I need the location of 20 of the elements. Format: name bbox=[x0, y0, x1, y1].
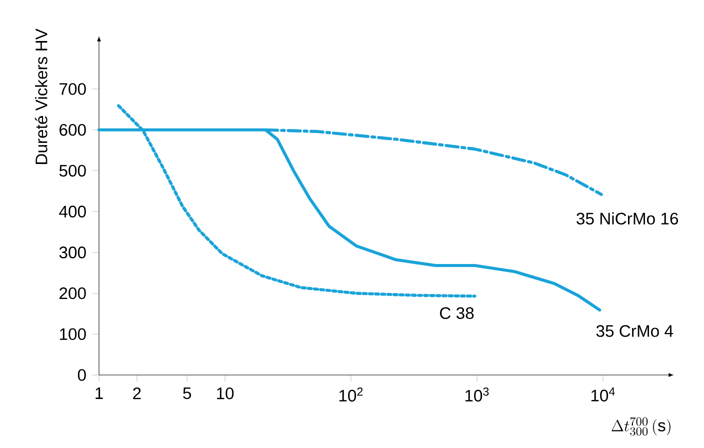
x-tick-label: 1 bbox=[96, 387, 103, 399]
x-axis-title: $\Delta t_{300}^{700}\,(\mathrm{s})$ bbox=[612, 417, 670, 436]
x-tick-label: 2 bbox=[133, 387, 141, 400]
y-tick-label: 600 bbox=[60, 124, 86, 136]
x-tick-label: 10$^{2}$ bbox=[339, 387, 363, 402]
series-label: 35 NiCrMo 16 bbox=[576, 212, 678, 225]
x-tick-label: 10$^{3}$ bbox=[465, 387, 489, 402]
series-label: 35 CrMo 4 bbox=[596, 325, 674, 337]
x-tick-label: 10 bbox=[217, 387, 234, 400]
y-tick-label: 300 bbox=[59, 246, 86, 258]
y-tick-label: 200 bbox=[60, 287, 86, 300]
y-tick-label: 700 bbox=[60, 83, 86, 95]
y-tick-label: 500 bbox=[59, 164, 86, 177]
series-label: C 38 bbox=[440, 307, 474, 320]
x-tick-label: 10$^{4}$ bbox=[591, 387, 615, 402]
x-tick-label: 5 bbox=[183, 387, 192, 400]
y-tick-label: 0 bbox=[78, 369, 86, 381]
y-tick-label: 400 bbox=[59, 206, 86, 218]
y-axis-title: Dureté Vickers HV bbox=[34, 28, 48, 164]
y-tick-label: 100 bbox=[60, 328, 86, 340]
